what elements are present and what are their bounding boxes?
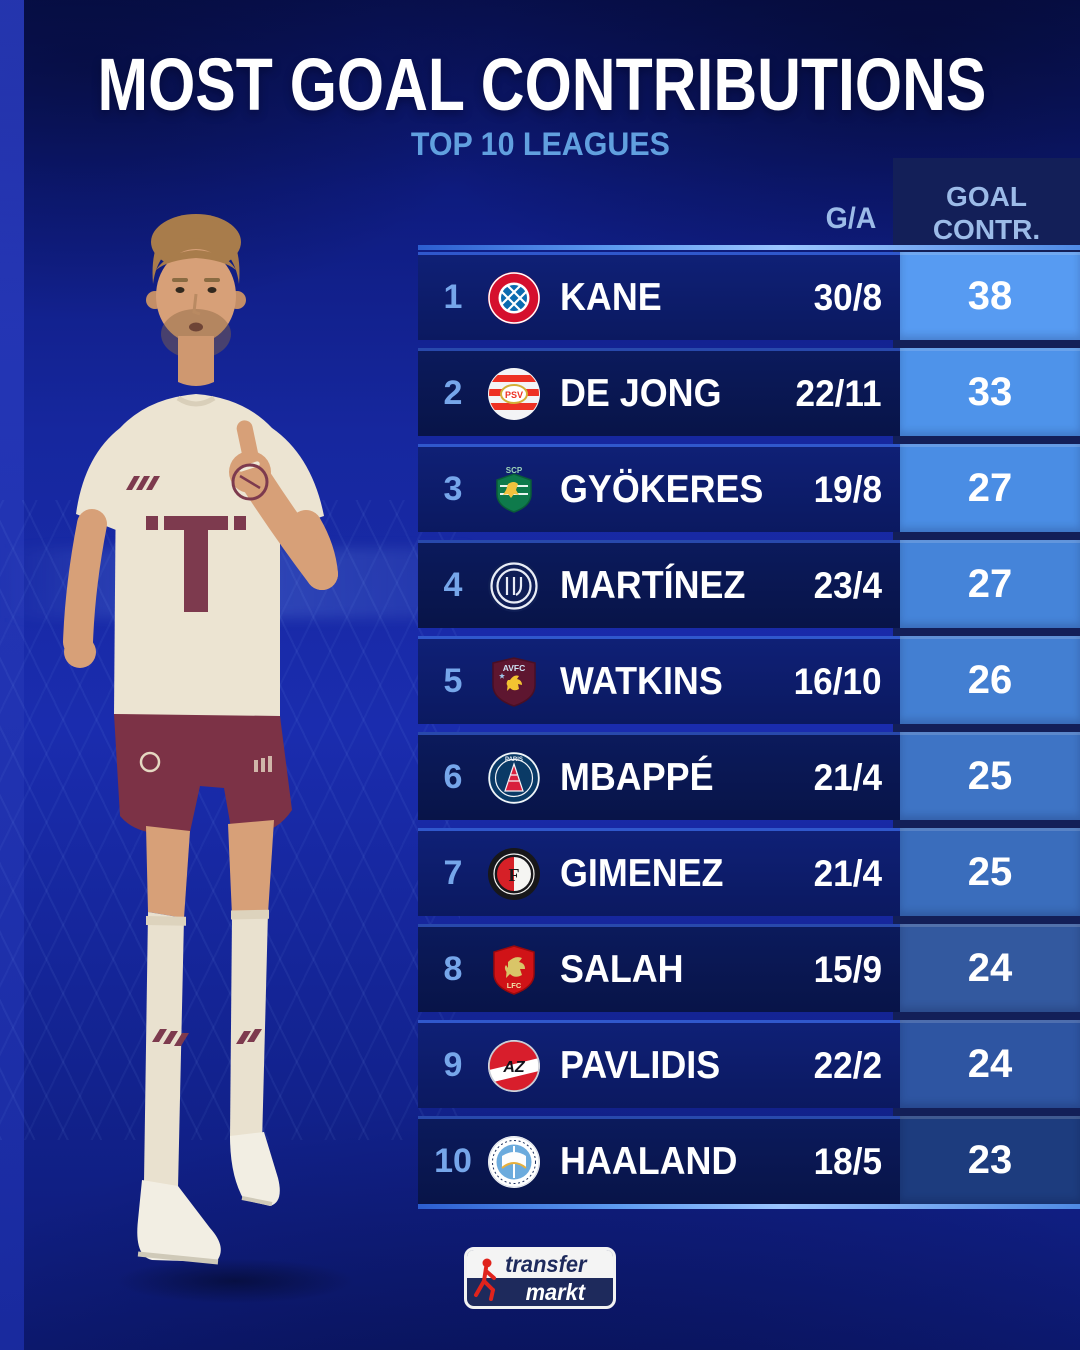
- svg-text:PARIS: PARIS: [505, 757, 523, 763]
- table-row: 8 LFC SALAH 15/9 24: [418, 924, 1080, 1012]
- table-row: 3 SCP GYÖKERES 19/8 27: [418, 444, 1080, 532]
- ga-value: 30/8: [813, 276, 882, 318]
- ga-value: 19/8: [813, 468, 882, 510]
- ga-value: 21/4: [813, 852, 882, 894]
- rank-label: 3: [443, 470, 463, 508]
- page-title: MOST GOAL CONTRIBUTIONS: [97, 43, 987, 126]
- svg-text:LFC: LFC: [507, 981, 522, 990]
- player-name: HAALAND: [560, 1139, 738, 1183]
- table-row-main: 5 AVFC WATKINS 16/10: [418, 636, 900, 724]
- table-row: 9 AZ PAVLIDIS 22/2 24: [418, 1020, 1080, 1108]
- ga-value: 22/2: [813, 1044, 882, 1086]
- aston-villa-badge-icon: AVFC: [486, 654, 542, 710]
- table-row: 2 PSV DE JONG 22/11 33: [418, 348, 1080, 436]
- player-name: PAVLIDIS: [560, 1043, 721, 1087]
- svg-text:AZ: AZ: [502, 1059, 526, 1076]
- contr-cell: 38: [900, 252, 1080, 340]
- player-name: MBAPPÉ: [560, 755, 714, 799]
- rank-label: 6: [443, 758, 463, 796]
- manchester-city-badge-icon: [486, 1134, 542, 1190]
- ga-value: 16/10: [794, 660, 882, 702]
- player-name: DE JONG: [560, 371, 722, 415]
- rank-label: 5: [443, 662, 463, 700]
- sporting-cp-badge-icon: SCP: [486, 462, 542, 518]
- player-name: GIMENEZ: [560, 851, 724, 895]
- rank-label: 7: [443, 854, 463, 892]
- ga-value: 15/9: [813, 948, 882, 990]
- rank-label: 4: [443, 566, 463, 604]
- svg-text:AVFC: AVFC: [503, 663, 526, 673]
- rank-label: 1: [443, 278, 463, 316]
- svg-text:PSV: PSV: [505, 390, 523, 400]
- column-header-goal-contr: GOAL CONTR.: [893, 180, 1080, 246]
- column-header-goal-line1: GOAL: [946, 181, 1027, 212]
- table-row: 5 AVFC WATKINS 16/10 26: [418, 636, 1080, 724]
- logo-word-markt: markt: [525, 1278, 585, 1305]
- table-row: 6 PARIS MBAPPÉ 21/4 25: [418, 732, 1080, 820]
- player-name: KANE: [560, 275, 662, 319]
- player-kane-illustration: [28, 176, 428, 1316]
- liverpool-badge-icon: LFC: [486, 942, 542, 998]
- table-row: 7 F GIMENEZ 21/4 25: [418, 828, 1080, 916]
- psv-eindhoven-badge-icon: PSV: [486, 366, 542, 422]
- table-row: 4 MARTÍNEZ 23/4 27: [418, 540, 1080, 628]
- contr-cell: 24: [900, 924, 1080, 1012]
- rank-label: 2: [443, 374, 463, 412]
- player-name: WATKINS: [560, 659, 723, 703]
- table-row-main: 7 F GIMENEZ 21/4: [418, 828, 900, 916]
- table-row-main: 1 KANE 30/8: [418, 252, 900, 340]
- contr-cell: 26: [900, 636, 1080, 724]
- table-row-main: 6 PARIS MBAPPÉ 21/4: [418, 732, 900, 820]
- table-row-main: 3 SCP GYÖKERES 19/8: [418, 444, 900, 532]
- rank-label: 9: [443, 1046, 463, 1084]
- logo-word-transfer: transfer: [505, 1250, 587, 1277]
- standings-rows: 1 KANE 30/8 38 2 PSV DE JONG 22/11 33 3 …: [418, 252, 1080, 1204]
- az-alkmaar-badge-icon: AZ: [486, 1038, 542, 1094]
- table-row: 1 KANE 30/8 38: [418, 252, 1080, 340]
- svg-text:F: F: [509, 865, 520, 885]
- bayern-munich-badge-icon: [486, 270, 542, 326]
- feyenoord-badge-icon: F: [486, 846, 542, 902]
- contr-cell: 24: [900, 1020, 1080, 1108]
- rank-label: 10: [434, 1142, 472, 1180]
- table-row: 10 HAALAND 18/5 23: [418, 1116, 1080, 1204]
- table-row-main: 9 AZ PAVLIDIS 22/2: [418, 1020, 900, 1108]
- transfermarkt-logo: transfer markt: [464, 1247, 616, 1309]
- table-bottom-separator: [418, 1204, 1080, 1209]
- column-header-ga: G/A: [825, 202, 876, 235]
- psg-badge-icon: PARIS: [486, 750, 542, 806]
- table-top-separator: [418, 245, 1080, 250]
- contr-cell: 33: [900, 348, 1080, 436]
- player-name: SALAH: [560, 947, 684, 991]
- table-row-main: 2 PSV DE JONG 22/11: [418, 348, 900, 436]
- contr-cell: 27: [900, 540, 1080, 628]
- kicker-figure-icon: [474, 1258, 496, 1301]
- table-row-main: 4 MARTÍNEZ 23/4: [418, 540, 900, 628]
- ga-value: 21/4: [813, 756, 882, 798]
- ga-value: 23/4: [813, 564, 882, 606]
- table-row-main: 8 LFC SALAH 15/9: [418, 924, 900, 1012]
- inter-milan-badge-icon: [486, 558, 542, 614]
- page-subtitle: TOP 10 LEAGUES: [410, 126, 670, 162]
- ga-value: 22/11: [795, 372, 882, 414]
- player-name: GYÖKERES: [560, 467, 764, 511]
- ga-value: 18/5: [813, 1140, 882, 1182]
- table-row-main: 10 HAALAND 18/5: [418, 1116, 900, 1204]
- contr-cell: 27: [900, 444, 1080, 532]
- contr-cell: 25: [900, 732, 1080, 820]
- contr-cell: 23: [900, 1116, 1080, 1204]
- column-header-goal-line2: CONTR.: [932, 214, 1041, 245]
- contr-cell: 25: [900, 828, 1080, 916]
- rank-label: 8: [443, 950, 463, 988]
- player-name: MARTÍNEZ: [560, 563, 746, 607]
